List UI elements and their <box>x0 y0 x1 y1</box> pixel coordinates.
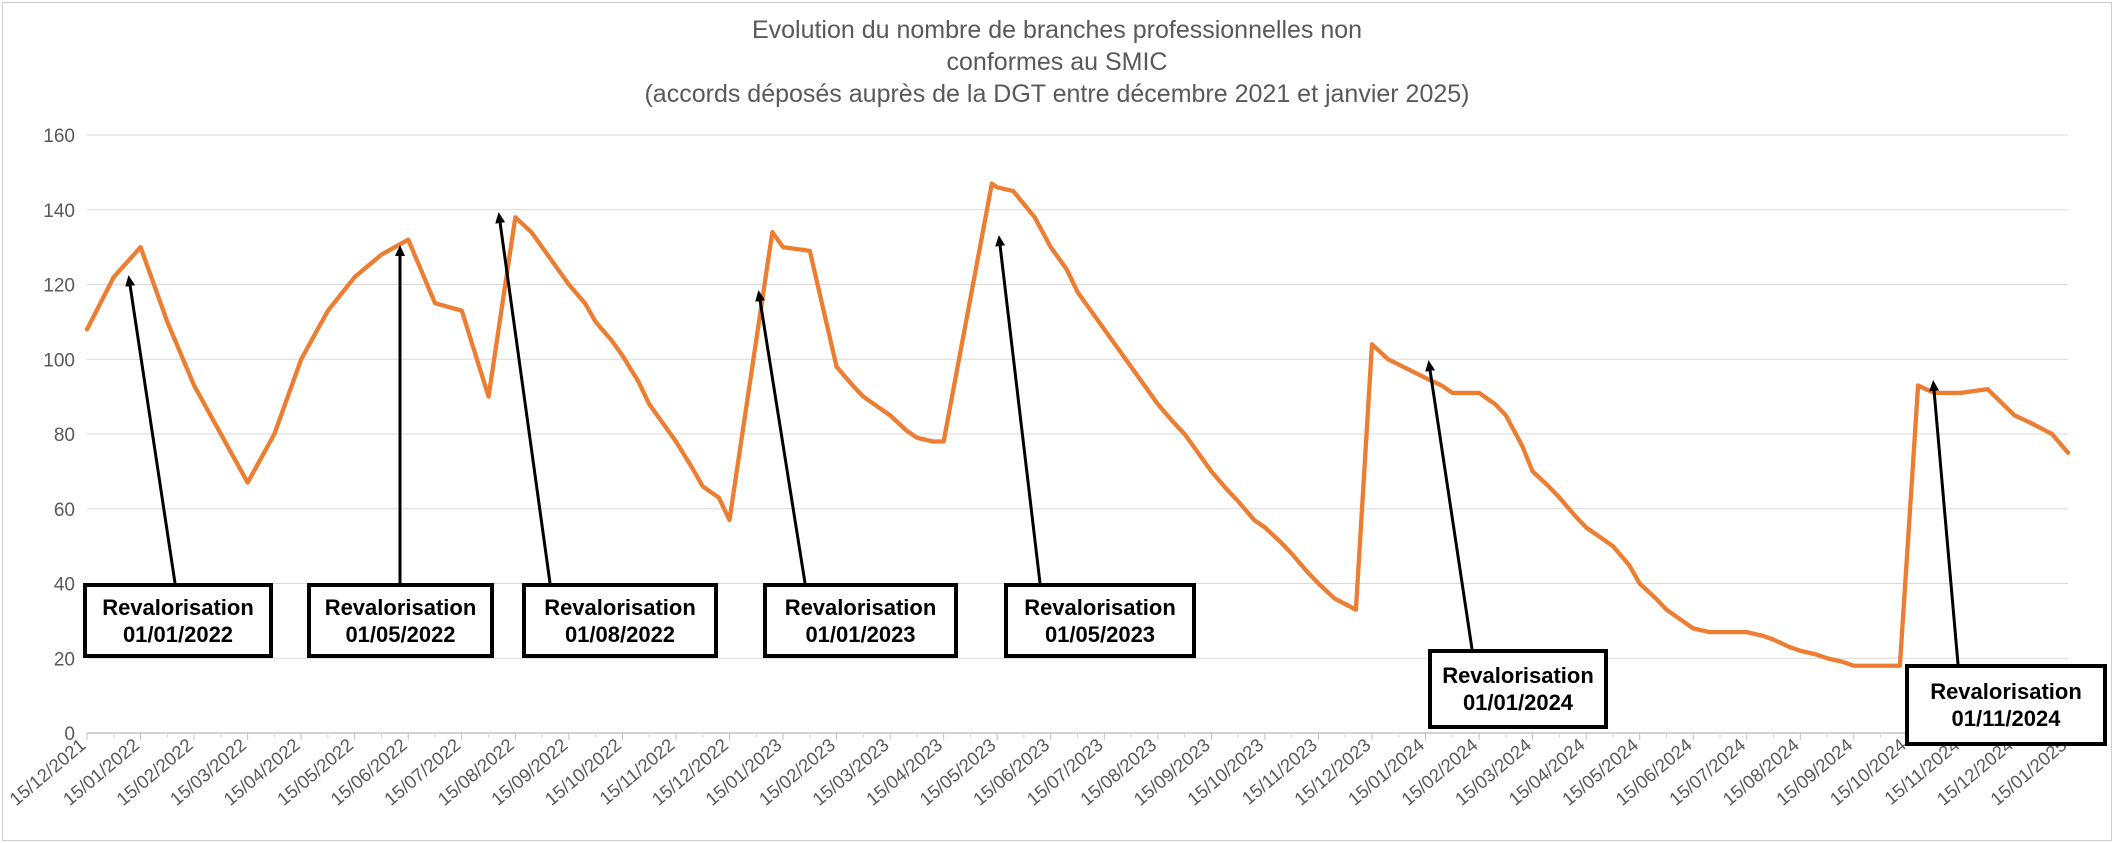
svg-text:60: 60 <box>54 500 75 521</box>
svg-text:20: 20 <box>54 649 75 670</box>
svg-text:140: 140 <box>43 201 75 222</box>
svg-text:160: 160 <box>43 126 75 147</box>
svg-text:120: 120 <box>43 276 75 297</box>
svg-text:100: 100 <box>43 350 75 371</box>
svg-text:80: 80 <box>54 425 75 446</box>
svg-text:40: 40 <box>54 575 75 596</box>
